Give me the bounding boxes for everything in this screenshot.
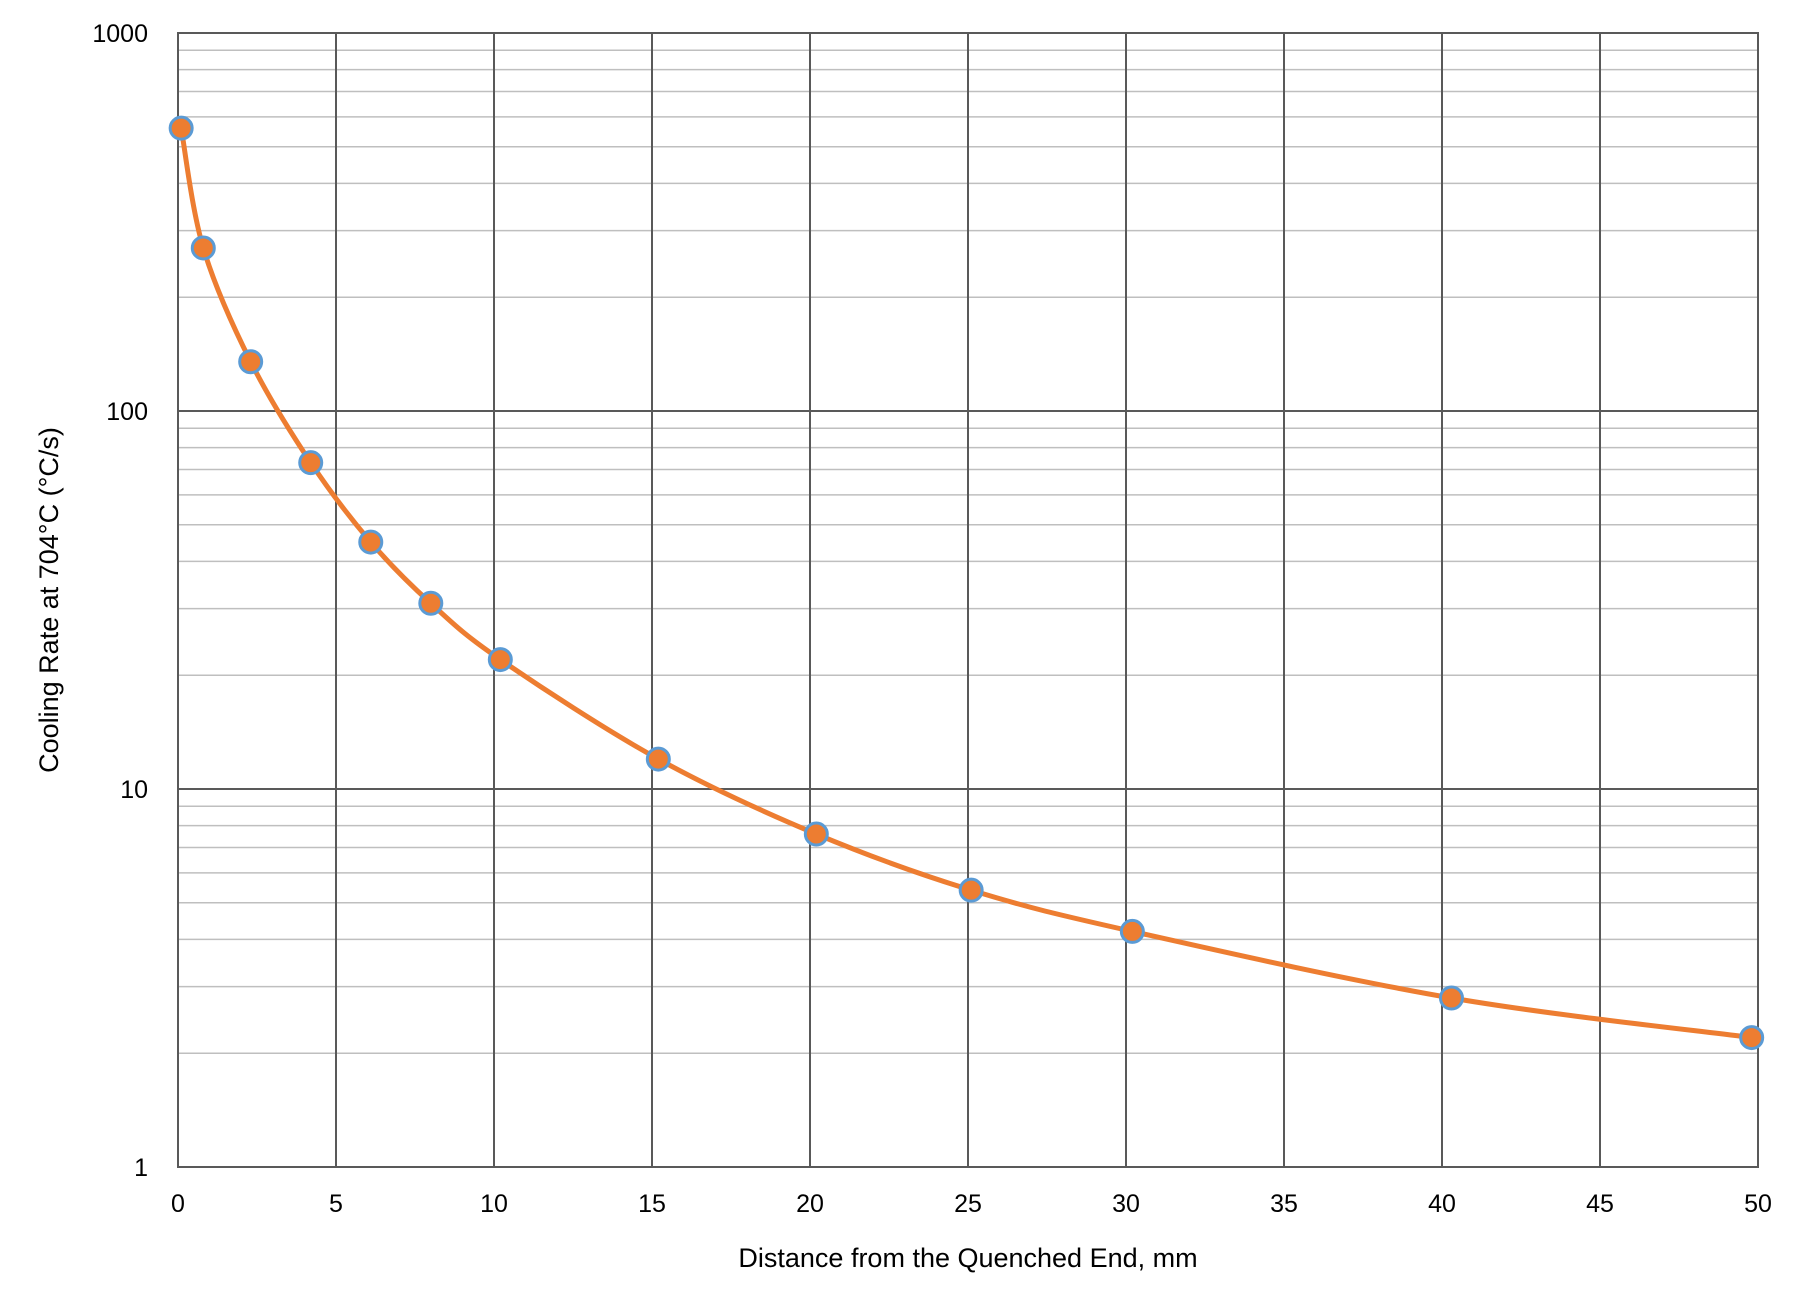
x-axis-title: Distance from the Quenched End, mm xyxy=(738,1243,1197,1273)
y-tick-label: 1 xyxy=(134,1154,148,1182)
data-point xyxy=(418,590,444,616)
data-point xyxy=(645,746,671,772)
x-tick-label: 45 xyxy=(1586,1190,1614,1218)
data-point xyxy=(1119,918,1145,944)
data-point xyxy=(487,647,513,673)
x-tick-label: 10 xyxy=(480,1190,508,1218)
data-point xyxy=(958,877,984,903)
x-tick-label: 25 xyxy=(954,1190,982,1218)
data-point xyxy=(1438,985,1464,1011)
x-tick-label: 35 xyxy=(1270,1190,1298,1218)
y-tick-label: 1000 xyxy=(92,20,148,48)
x-tick-label: 30 xyxy=(1112,1190,1140,1218)
x-tick-label: 0 xyxy=(171,1190,185,1218)
data-point xyxy=(803,821,829,847)
data-point-markers xyxy=(168,115,1765,1051)
x-tick-label: 50 xyxy=(1744,1190,1772,1218)
y-axis-title: Cooling Rate at 704°C (°C/s) xyxy=(34,427,64,773)
data-point xyxy=(168,115,194,141)
data-point xyxy=(238,349,264,375)
y-tick-label: 10 xyxy=(120,776,148,804)
data-point xyxy=(190,235,216,261)
x-tick-label: 40 xyxy=(1428,1190,1456,1218)
x-tick-label: 5 xyxy=(329,1190,343,1218)
major-gridlines xyxy=(177,32,1759,1168)
x-tick-label: 20 xyxy=(796,1190,824,1218)
data-point xyxy=(358,529,384,555)
plot-area-border xyxy=(177,32,1759,1168)
y-axis-tick-labels: 1 10 100 1000 xyxy=(92,20,148,1182)
y-tick-label: 100 xyxy=(106,398,148,426)
x-tick-label: 15 xyxy=(638,1190,666,1218)
data-point xyxy=(298,450,324,476)
data-point xyxy=(1739,1025,1765,1051)
x-axis-tick-labels: 0 5 10 15 20 25 30 35 40 45 50 xyxy=(171,1190,1772,1218)
